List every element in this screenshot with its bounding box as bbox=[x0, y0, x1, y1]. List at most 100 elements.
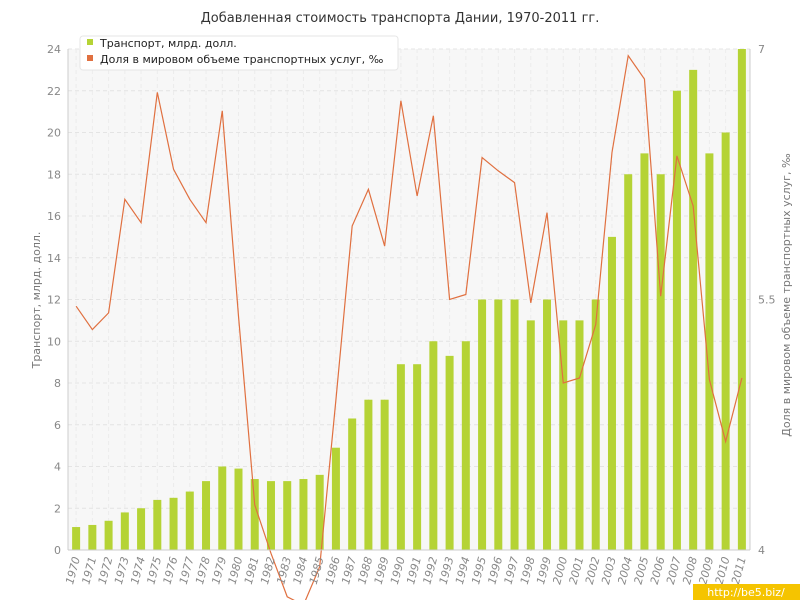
line-point-1974[interactable] bbox=[140, 221, 143, 224]
line-point-1972[interactable] bbox=[107, 311, 110, 314]
y2-tick-label: 4 bbox=[758, 544, 765, 557]
bar-2004[interactable] bbox=[624, 174, 633, 550]
bar-1972[interactable] bbox=[104, 520, 113, 550]
bar-1974[interactable] bbox=[137, 508, 146, 550]
line-point-2009[interactable] bbox=[708, 378, 711, 381]
bar-1976[interactable] bbox=[169, 497, 178, 550]
line-point-1971[interactable] bbox=[91, 328, 94, 331]
y2-tick-label: 7 bbox=[758, 43, 765, 56]
y-tick-label: 16 bbox=[47, 210, 61, 223]
line-series bbox=[75, 54, 743, 600]
bar-1994[interactable] bbox=[461, 341, 470, 550]
line-point-2002[interactable] bbox=[594, 323, 597, 326]
bar-1997[interactable] bbox=[510, 299, 519, 551]
bar-2011[interactable] bbox=[737, 49, 746, 550]
bar-1982[interactable] bbox=[266, 481, 275, 550]
line-point-1976[interactable] bbox=[172, 168, 175, 171]
y-tick-label: 20 bbox=[47, 127, 61, 140]
bar-1991[interactable] bbox=[413, 364, 422, 550]
line-point-1995[interactable] bbox=[481, 156, 484, 159]
line-share-world-transport[interactable] bbox=[75, 54, 743, 600]
bar-1990[interactable] bbox=[396, 364, 405, 550]
y2-axis-label: Доля в мировом объеме транспортных услуг… bbox=[780, 153, 793, 437]
bar-1987[interactable] bbox=[348, 418, 357, 550]
bar-1983[interactable] bbox=[283, 481, 292, 550]
bar-1996[interactable] bbox=[494, 299, 503, 551]
line-point-1989[interactable] bbox=[383, 245, 386, 248]
bar-1973[interactable] bbox=[120, 512, 129, 550]
bar-1978[interactable] bbox=[202, 481, 211, 550]
bar-1984[interactable] bbox=[299, 479, 308, 550]
legend-swatch-line bbox=[87, 55, 93, 61]
y-tick-label: 0 bbox=[54, 544, 61, 557]
y-tick-label: 2 bbox=[54, 502, 61, 515]
line-point-1994[interactable] bbox=[464, 293, 467, 296]
line-point-1979[interactable] bbox=[221, 109, 224, 112]
line-point-1998[interactable] bbox=[529, 301, 532, 304]
line-point-1991[interactable] bbox=[416, 194, 419, 197]
line-point-1999[interactable] bbox=[546, 211, 549, 214]
line-point-1992[interactable] bbox=[432, 114, 435, 117]
bar-1993[interactable] bbox=[445, 355, 454, 550]
line-point-2003[interactable] bbox=[610, 151, 613, 154]
bar-2005[interactable] bbox=[640, 153, 649, 550]
line-point-1986[interactable] bbox=[334, 398, 337, 401]
line-point-1997[interactable] bbox=[513, 181, 516, 184]
line-point-1982[interactable] bbox=[269, 552, 272, 555]
legend-label-line[interactable]: Доля в мировом объеме транспортных услуг… bbox=[100, 53, 384, 66]
legend[interactable]: Транспорт, млрд. долл. Доля в мировом об… bbox=[79, 35, 399, 71]
line-point-2008[interactable] bbox=[692, 204, 695, 207]
line-point-2010[interactable] bbox=[724, 440, 727, 443]
line-point-1977[interactable] bbox=[188, 198, 191, 201]
bar-1970[interactable] bbox=[72, 527, 81, 550]
bar-2000[interactable] bbox=[559, 320, 568, 550]
legend-label-bars[interactable]: Транспорт, млрд. долл. bbox=[99, 37, 237, 50]
line-point-2004[interactable] bbox=[627, 54, 630, 57]
line-point-1996[interactable] bbox=[497, 169, 500, 172]
line-point-1988[interactable] bbox=[367, 188, 370, 191]
bar-2010[interactable] bbox=[721, 132, 730, 551]
line-point-1983[interactable] bbox=[286, 595, 289, 598]
line-point-2000[interactable] bbox=[562, 382, 565, 385]
bar-1986[interactable] bbox=[331, 447, 340, 550]
bar-2001[interactable] bbox=[575, 320, 584, 550]
watermark[interactable]: http://be5.biz/ bbox=[693, 584, 800, 600]
watermark-text[interactable]: http://be5.biz/ bbox=[707, 586, 785, 599]
line-point-2001[interactable] bbox=[578, 376, 581, 379]
line-point-1990[interactable] bbox=[399, 99, 402, 102]
bar-1989[interactable] bbox=[380, 399, 389, 550]
bar-1979[interactable] bbox=[218, 466, 227, 551]
line-point-1978[interactable] bbox=[205, 221, 208, 224]
bar-1981[interactable] bbox=[250, 479, 259, 550]
bar-2007[interactable] bbox=[672, 90, 681, 550]
bar-1992[interactable] bbox=[429, 341, 438, 550]
bar-1995[interactable] bbox=[478, 299, 487, 551]
bar-2008[interactable] bbox=[689, 69, 698, 550]
bar-1977[interactable] bbox=[185, 491, 194, 550]
line-point-2007[interactable] bbox=[675, 154, 678, 157]
bar-2003[interactable] bbox=[607, 236, 616, 550]
line-point-1987[interactable] bbox=[351, 225, 354, 228]
bar-2009[interactable] bbox=[705, 153, 714, 550]
line-point-2006[interactable] bbox=[659, 295, 662, 298]
bar-2002[interactable] bbox=[591, 299, 600, 551]
bar-1975[interactable] bbox=[153, 499, 162, 550]
line-point-1970[interactable] bbox=[75, 305, 78, 308]
bar-1999[interactable] bbox=[543, 299, 552, 551]
line-point-1981[interactable] bbox=[253, 503, 256, 506]
grid-lines bbox=[68, 48, 750, 551]
bar-1980[interactable] bbox=[234, 468, 243, 550]
bar-1998[interactable] bbox=[526, 320, 535, 550]
bar-2006[interactable] bbox=[656, 174, 665, 550]
line-point-2011[interactable] bbox=[740, 376, 743, 379]
line-point-1973[interactable] bbox=[123, 198, 126, 201]
line-point-1975[interactable] bbox=[156, 91, 159, 94]
bar-1988[interactable] bbox=[364, 399, 373, 550]
bar-1971[interactable] bbox=[88, 524, 97, 550]
y-tick-label: 4 bbox=[54, 461, 61, 474]
bar-1985[interactable] bbox=[315, 474, 324, 550]
line-point-1980[interactable] bbox=[237, 315, 240, 318]
line-point-2005[interactable] bbox=[643, 78, 646, 81]
line-point-1993[interactable] bbox=[448, 298, 451, 301]
